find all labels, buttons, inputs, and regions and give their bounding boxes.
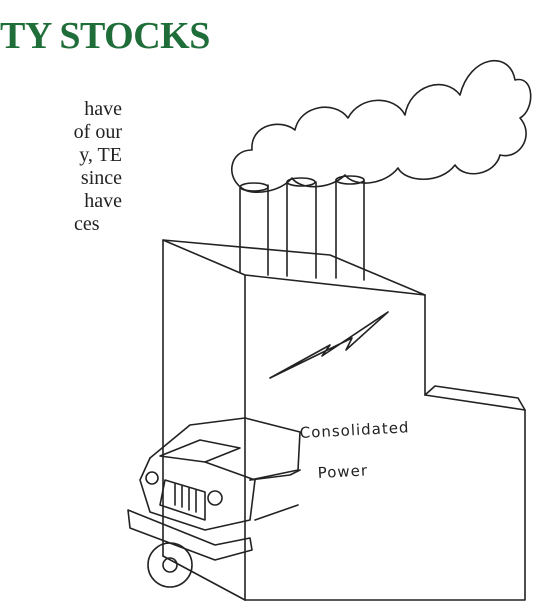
illustration: Consolidated Power — [0, 0, 537, 606]
jeep — [128, 418, 300, 587]
smoke — [232, 61, 531, 193]
sign-text: Power — [317, 461, 368, 482]
lightning — [270, 312, 388, 378]
page: TY STOCKS have of our y, TE since have c… — [0, 0, 537, 606]
sign-text: Consolidated — [299, 418, 410, 442]
building — [163, 240, 525, 600]
